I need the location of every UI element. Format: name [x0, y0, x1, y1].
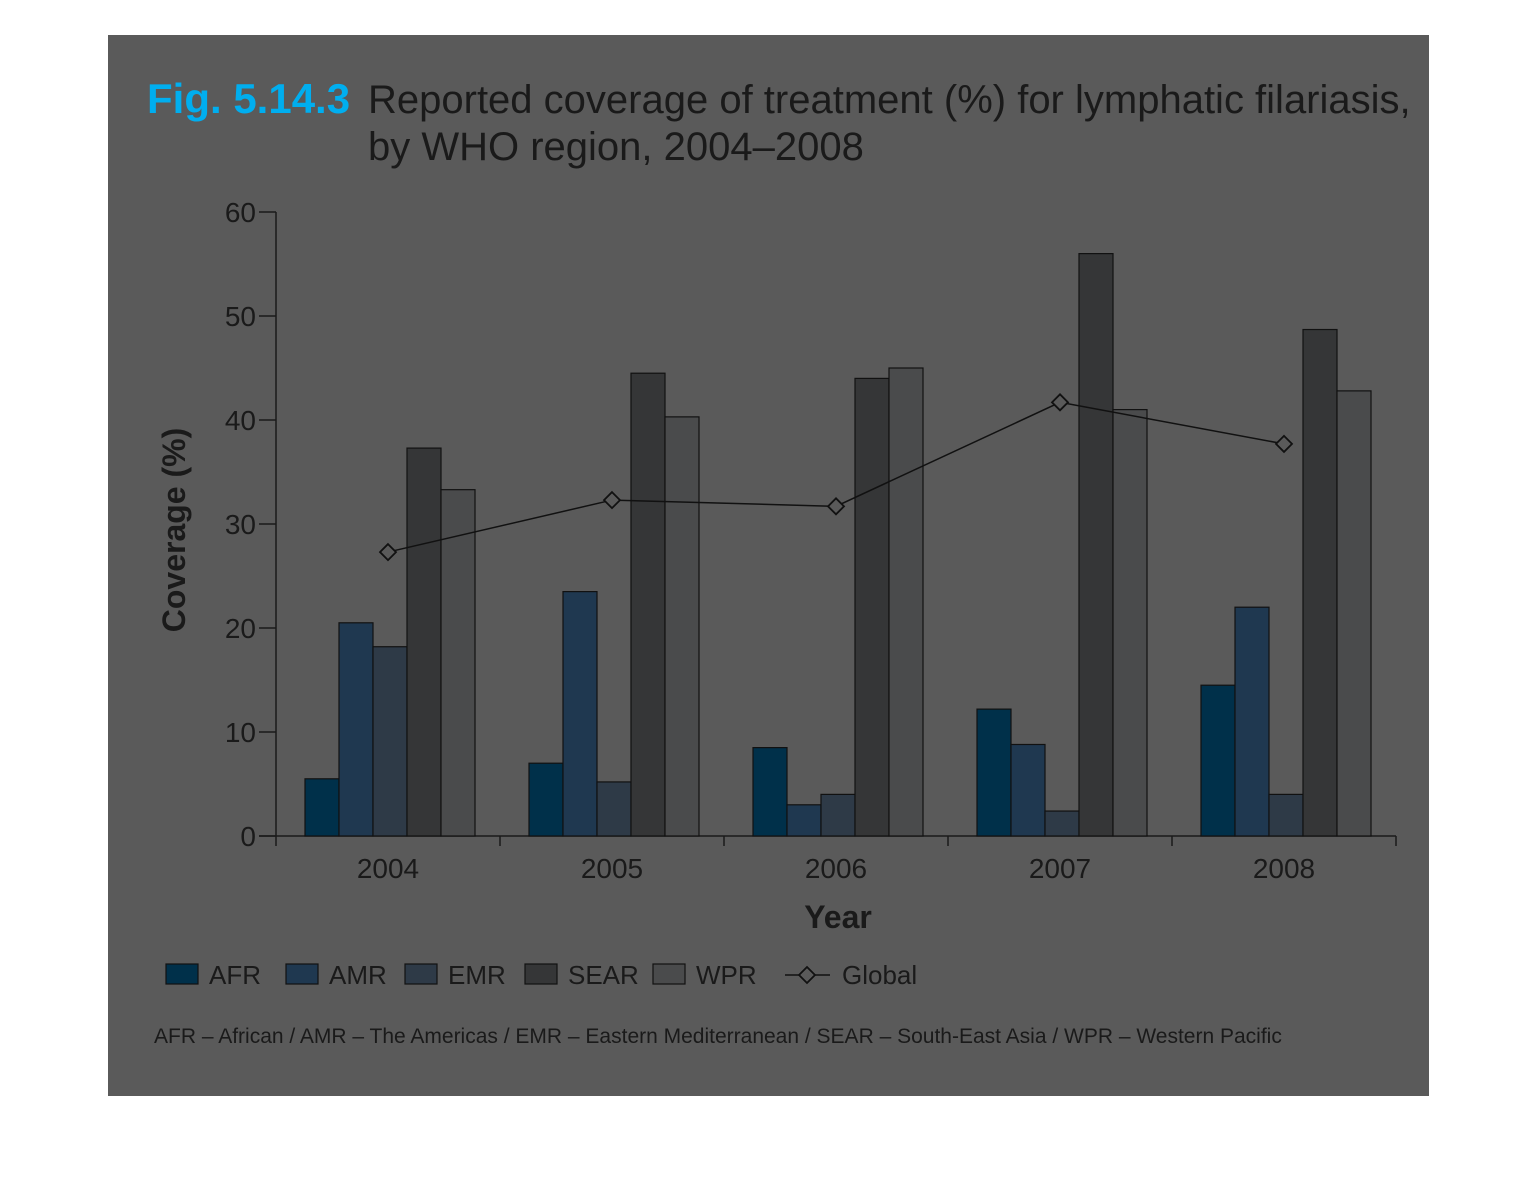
global-point-2007 [1050, 393, 1070, 412]
global-line [378, 393, 1294, 562]
y-tick-label: 20 [225, 613, 256, 644]
global-point-2008 [1274, 434, 1294, 454]
y-tick-label: 40 [225, 405, 256, 436]
bar-sear-2007 [1078, 253, 1114, 837]
legend-swatch-global-marker [797, 965, 817, 985]
legend-swatch-amr [285, 963, 319, 985]
bar-wpr-2005 [664, 416, 700, 837]
legend: AFR AMR EMR SEAR WPR Global [165, 960, 917, 990]
bar-afr-2004 [304, 778, 340, 837]
bar-amr-2004 [338, 622, 374, 837]
global-point-2006 [826, 497, 846, 516]
bar-sear-2006 [854, 377, 890, 837]
x-tick-label: 2004 [357, 853, 419, 884]
bar-afr-2005 [528, 762, 564, 837]
x-axis: 2004 2005 2006 2007 2008 [259, 835, 1397, 884]
bar-emr-2005 [596, 781, 632, 837]
bar-afr-2007 [976, 708, 1012, 837]
x-tick-label: 2006 [805, 853, 867, 884]
figure-number: Fig. 5.14.3 [147, 75, 350, 122]
legend-label-afr: AFR [209, 960, 261, 990]
y-tick-label: 50 [225, 301, 256, 332]
bar-wpr-2008 [1336, 390, 1372, 837]
x-axis-title: Year [804, 899, 872, 935]
bar-emr-2008 [1268, 793, 1304, 837]
legend-swatch-afr [165, 963, 199, 985]
y-tick-label: 0 [240, 821, 256, 852]
y-axis: 0 10 20 30 40 50 60 [225, 197, 277, 852]
bar-afr-2008 [1200, 684, 1236, 837]
x-tick-label: 2005 [581, 853, 643, 884]
legend-swatch-wpr [652, 963, 686, 985]
legend-label-wpr: WPR [696, 960, 757, 990]
figure-title-line1: Reported coverage of treatment (%) for l… [368, 78, 1411, 122]
bar-emr-2004 [372, 646, 408, 837]
legend-label-amr: AMR [329, 960, 387, 990]
y-tick-label: 10 [225, 717, 256, 748]
figure-title-line2: by WHO region, 2004–2008 [368, 125, 864, 169]
x-tick-label: 2007 [1029, 853, 1091, 884]
bar-amr-2005 [562, 590, 598, 837]
global-point-2004 [378, 542, 398, 562]
legend-label-emr: EMR [448, 960, 506, 990]
bar-amr-2007 [1010, 743, 1046, 837]
global-point-2005 [602, 490, 622, 510]
bar-sear-2005 [630, 372, 666, 837]
bar-wpr-2006 [888, 367, 924, 837]
bar-wpr-2007 [1112, 409, 1148, 837]
y-tick-label: 30 [225, 509, 256, 540]
bars [304, 253, 1372, 837]
global-series-line [387, 401, 1285, 553]
y-tick-label: 60 [225, 197, 256, 228]
figure-panel [108, 35, 1429, 1096]
bar-emr-2006 [820, 793, 856, 837]
bar-afr-2006 [752, 746, 788, 837]
bar-sear-2008 [1302, 328, 1338, 837]
x-tick-label: 2008 [1253, 853, 1315, 884]
footnote: AFR – African / AMR – The Americas / EMR… [154, 1025, 1282, 1048]
legend-label-global: Global [842, 960, 917, 990]
bar-emr-2007 [1044, 810, 1080, 837]
bar-amr-2008 [1234, 606, 1270, 837]
legend-swatch-sear [524, 963, 558, 985]
legend-label-sear: SEAR [568, 960, 639, 990]
figure-title: Fig. 5.14.3 Reported coverage of treatme… [147, 75, 1411, 169]
y-axis-title: Coverage (%) [156, 428, 192, 633]
bar-wpr-2004 [440, 489, 476, 837]
bar-amr-2006 [786, 804, 822, 837]
legend-swatch-emr [404, 963, 438, 985]
bar-sear-2004 [406, 447, 442, 837]
